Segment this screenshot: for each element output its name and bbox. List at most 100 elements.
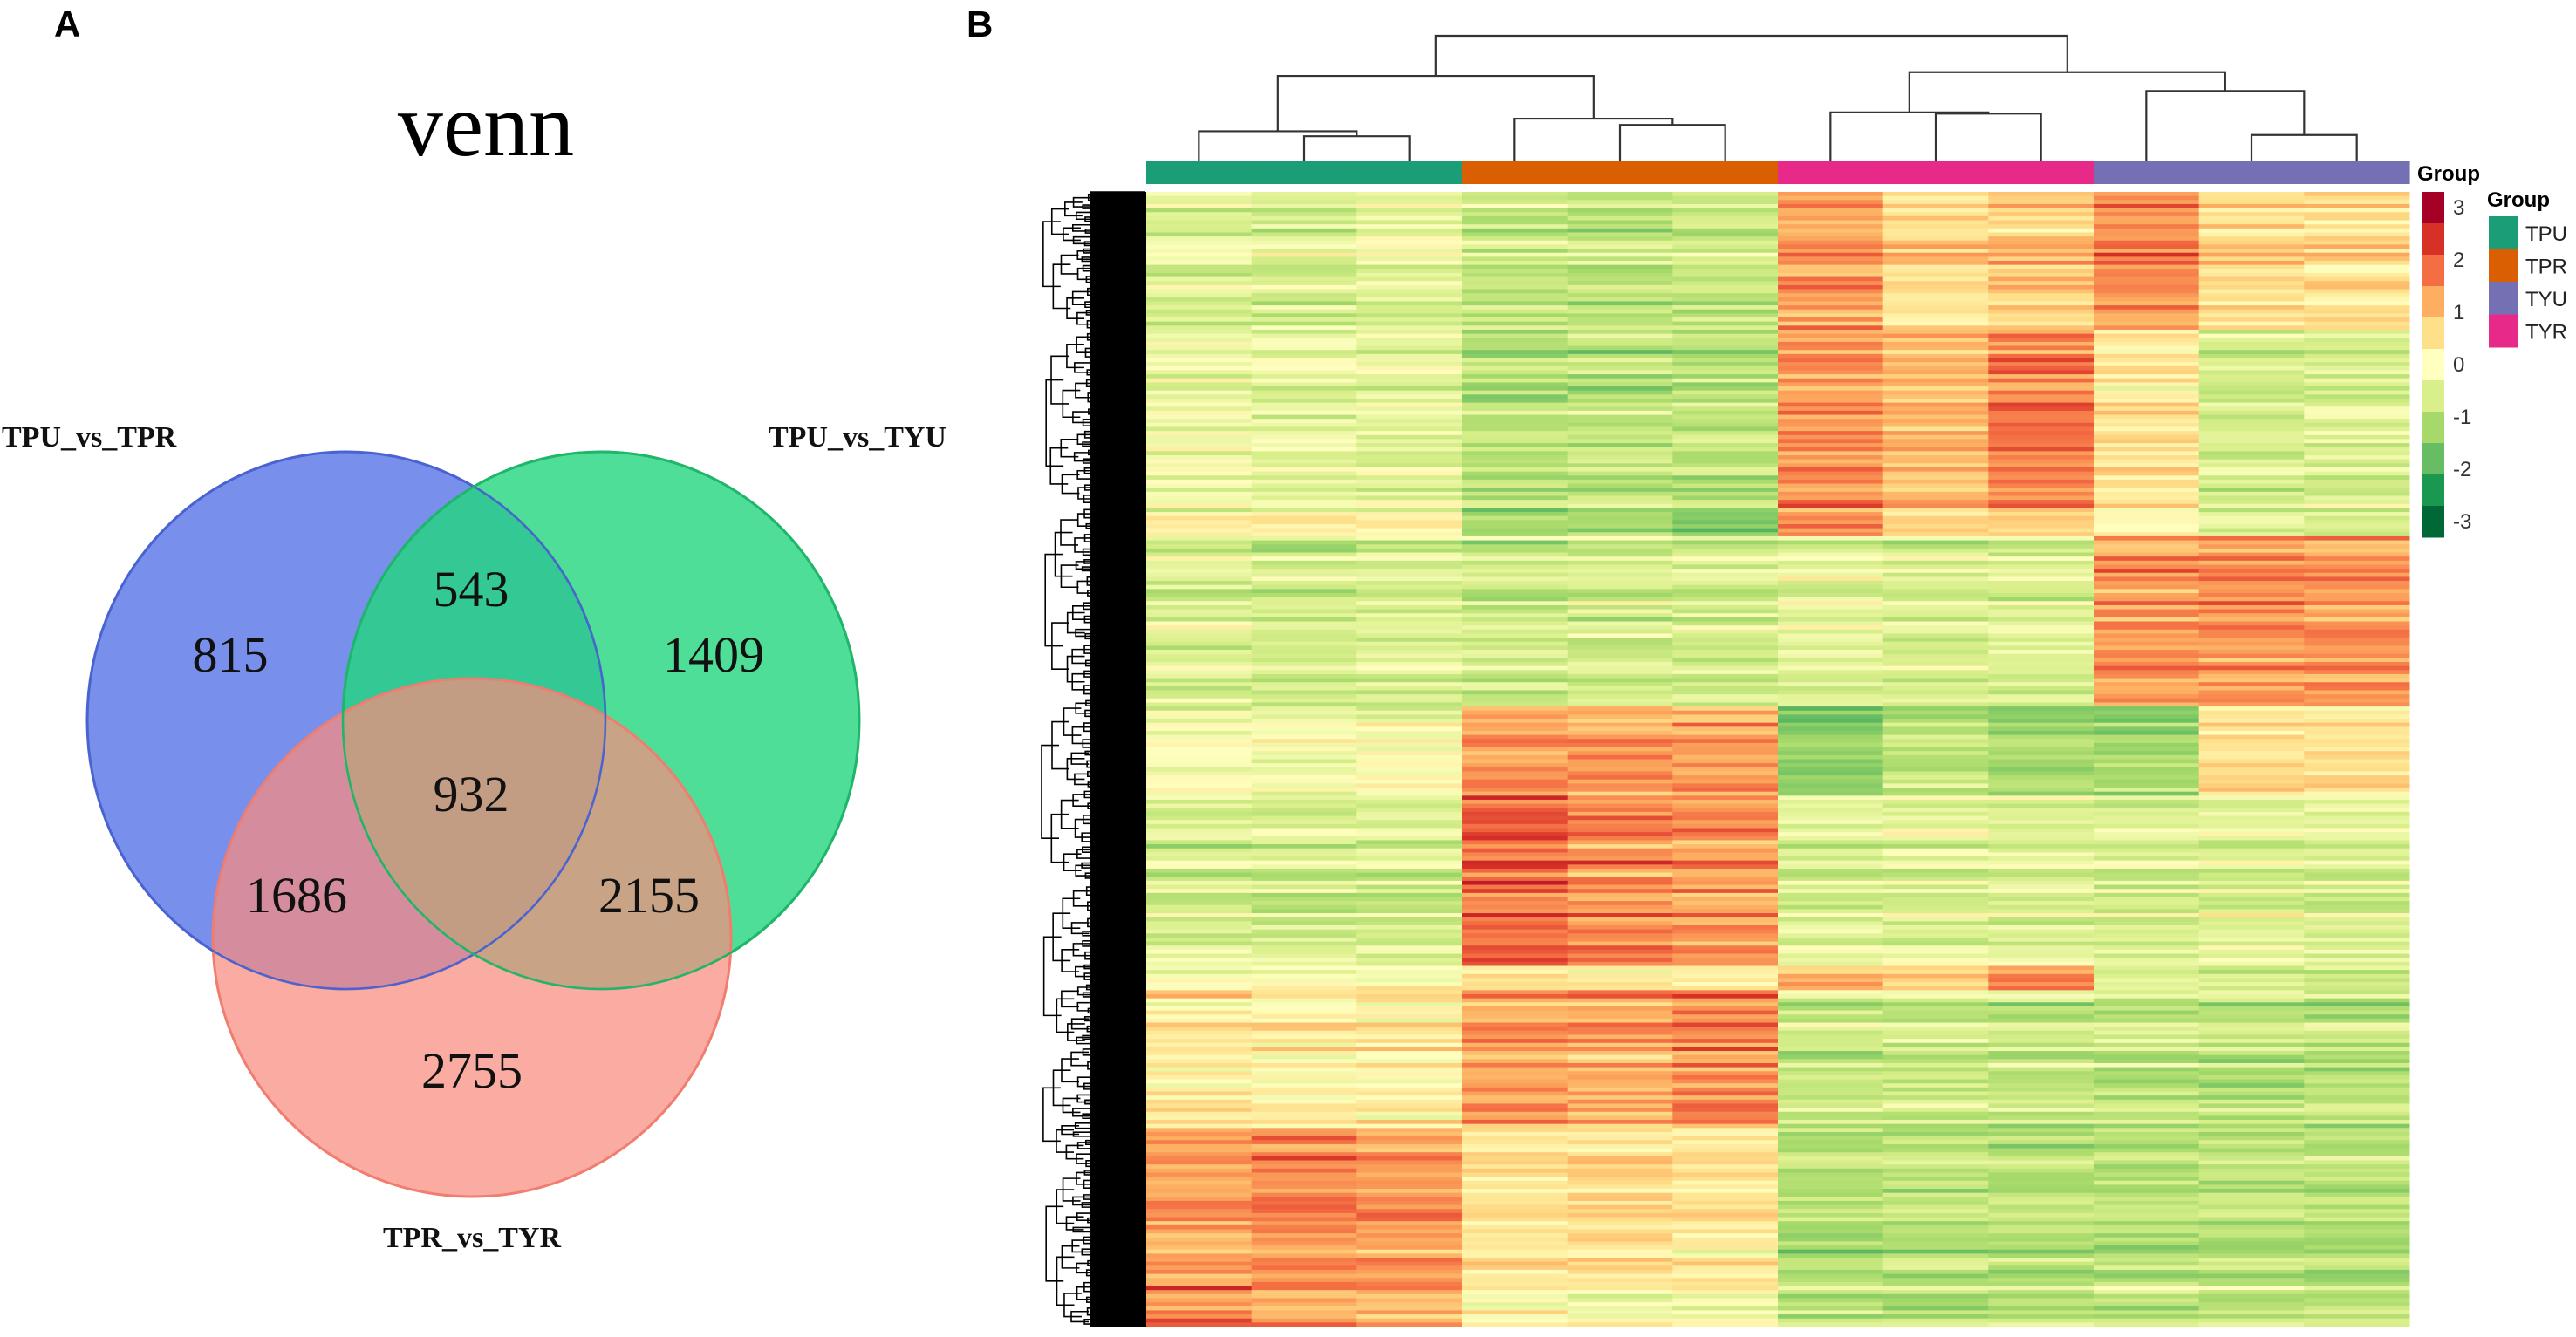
heatmap-cell (1988, 402, 2094, 407)
heatmap-cell (1146, 645, 1253, 651)
heatmap-cell (2094, 544, 2200, 549)
heatmap-cell (1778, 365, 1884, 371)
heatmap-cell (1462, 1111, 1568, 1116)
heatmap-cell (1462, 670, 1568, 675)
heatmap-cell (1146, 390, 1253, 395)
row-dendrogram-branch (1066, 757, 1085, 781)
heatmap-cell (1988, 1258, 2094, 1263)
heatmap-cell (1251, 325, 1357, 331)
heatmap-cell (1672, 719, 1779, 724)
heatmap-cell (1251, 483, 1357, 488)
heatmap-cell (2304, 341, 2410, 347)
heatmap-cell (1778, 880, 1884, 886)
heatmap-cell (2094, 1010, 2200, 1015)
heatmap-cell (1251, 1249, 1357, 1254)
heatmap-cell (1146, 192, 1253, 197)
heatmap-cell (1778, 811, 1884, 817)
heatmap-cell (2304, 1128, 2410, 1133)
heatmap-cell (1567, 742, 1673, 748)
heatmap-cell (1778, 609, 1884, 614)
heatmap-cell (2198, 402, 2305, 407)
group-bar-TYR2 (1882, 161, 1989, 184)
heatmap-cell (1462, 909, 1568, 914)
heatmap-cell (1672, 661, 1779, 667)
heatmap-cell (1567, 828, 1673, 833)
heatmap-cell (1988, 508, 2094, 513)
heatmap-cell (1567, 1074, 1673, 1081)
heatmap-cell (1988, 877, 2094, 882)
heatmap-cell (1567, 1306, 1673, 1311)
heatmap-cell (1778, 937, 1884, 943)
heatmap-cell (1882, 192, 1989, 197)
heatmap-cell (2198, 1103, 2305, 1108)
heatmap-cell (1462, 244, 1568, 249)
heatmap-cell (1988, 925, 2094, 931)
heatmap-cell (1462, 872, 1568, 877)
heatmap-cell (2304, 325, 2410, 331)
heatmap-cell (1356, 641, 1463, 646)
heatmap-cell (2304, 362, 2410, 367)
heatmap-cell (2198, 1002, 2305, 1007)
heatmap-cell (1251, 751, 1357, 756)
heatmap-cell (1146, 581, 1253, 586)
heatmap-cell (2094, 443, 2200, 448)
heatmap-cell (1567, 500, 1673, 505)
heatmap-cell (1882, 730, 1989, 736)
heatmap-cell (1672, 264, 1779, 269)
heatmap-cell (1882, 1128, 1989, 1133)
heatmap-cell (1567, 269, 1673, 274)
heatmap-cell (1882, 224, 1989, 229)
heatmap-cell (2094, 1197, 2200, 1202)
heatmap-cell (1672, 799, 1779, 805)
heatmap-cell (1778, 658, 1884, 663)
heatmap-cell (2094, 1091, 2200, 1096)
heatmap-cell (1146, 682, 1253, 687)
heatmap-cell (1251, 500, 1357, 505)
heatmap-cell (1882, 897, 1989, 902)
heatmap-cell (1988, 244, 2094, 249)
heatmap-cell (1251, 467, 1357, 473)
heatmap-cell (1251, 925, 1357, 931)
heatmap-cell (1672, 236, 1779, 242)
heatmap-cell (1146, 1168, 1253, 1173)
heatmap-cell (1356, 889, 1463, 894)
heatmap-cell (1882, 698, 1989, 703)
heatmap-cell (1462, 386, 1568, 392)
group-legend-swatch-tpr (2489, 249, 2518, 283)
heatmap-cell (1672, 195, 1779, 201)
heatmap-cell (2304, 808, 2410, 813)
heatmap-cell (2094, 500, 2200, 505)
heatmap-cell (2304, 212, 2410, 217)
heatmap-cell (1251, 958, 1357, 963)
heatmap-cell (1462, 1074, 1568, 1081)
heatmap-cell (1462, 1002, 1568, 1007)
heatmap-cell (1251, 884, 1357, 890)
heatmap-cell (1462, 921, 1568, 926)
heatmap-cell (1356, 1099, 1463, 1104)
heatmap-cell (1146, 524, 1253, 529)
row-dendrogram-branch (1066, 655, 1085, 683)
heatmap-cell (1251, 1002, 1357, 1007)
heatmap-cell (2304, 783, 2410, 788)
heatmap-cell (1462, 665, 1568, 671)
heatmap-cell (1462, 726, 1568, 732)
heatmap-cell (1567, 535, 1673, 542)
heatmap-cell (1462, 593, 1568, 598)
heatmap-cell (1356, 1233, 1463, 1238)
heatmap-cell (2198, 419, 2305, 424)
heatmap-cell (1778, 791, 1884, 796)
heatmap-cell (1882, 1322, 1989, 1327)
heatmap-cell (1988, 386, 2094, 392)
heatmap-cell (1146, 1099, 1253, 1104)
heatmap-cell (1462, 884, 1568, 890)
heatmap-cell (1146, 1233, 1253, 1238)
heatmap-cell (1146, 1281, 1253, 1287)
heatmap-cell (1882, 212, 1989, 217)
heatmap-cell (1356, 892, 1463, 897)
heatmap-cell (1146, 1180, 1253, 1185)
heatmap-cell (1672, 1083, 1779, 1088)
heatmap-cell (1251, 406, 1357, 412)
heatmap-cell (1462, 609, 1568, 614)
heatmap-cell (1882, 929, 1989, 934)
heatmap-cell (1462, 419, 1568, 424)
